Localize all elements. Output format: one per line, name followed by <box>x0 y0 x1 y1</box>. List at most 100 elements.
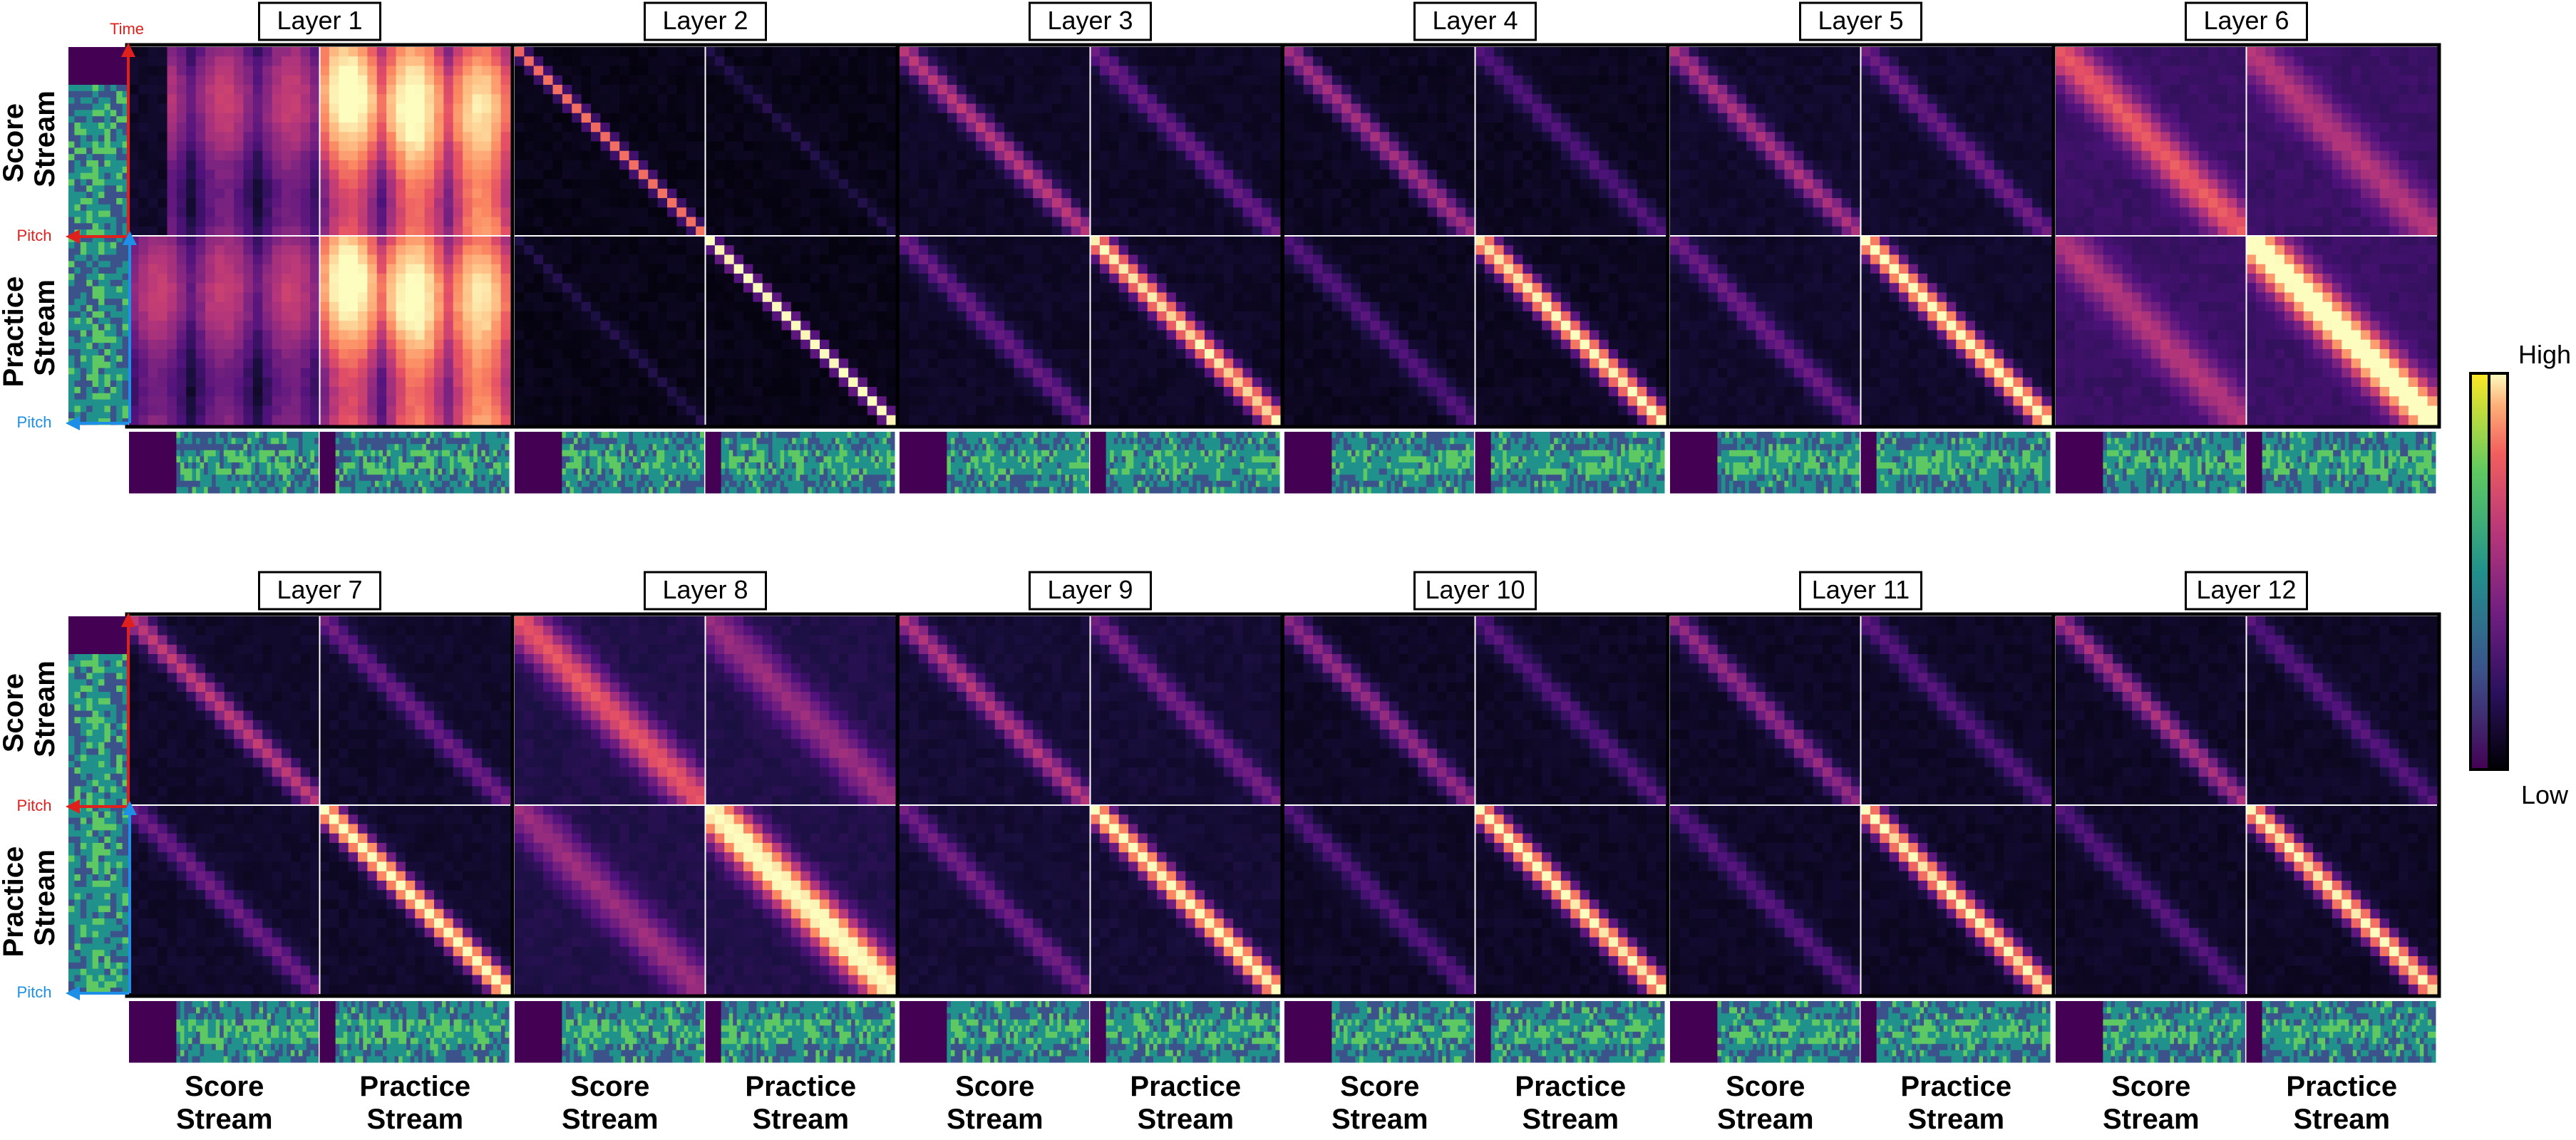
heatmap-cell <box>1014 85 1024 95</box>
heatmap-cell <box>791 331 801 341</box>
heatmap-cell <box>791 387 801 397</box>
heatmap-cell <box>619 104 629 114</box>
heatmap-cell <box>562 387 572 397</box>
heatmap-cell <box>553 358 563 368</box>
heatmap-cell <box>349 104 359 114</box>
heatmap-cell <box>582 255 592 265</box>
heatmap-cell <box>434 255 444 265</box>
heatmap-cell <box>425 264 435 274</box>
heatmap-cell <box>562 321 572 331</box>
heatmap-cell <box>301 349 311 359</box>
heatmap-cell <box>148 321 158 331</box>
heatmap-cell <box>753 113 763 123</box>
heatmap-cell <box>515 245 525 255</box>
heatmap-cell <box>648 66 658 76</box>
heatmap-cell <box>515 189 525 199</box>
heatmap-cell <box>186 151 196 161</box>
heatmap-cell <box>129 151 139 161</box>
heatmap-cell <box>867 85 877 95</box>
heatmap-cell <box>339 331 349 341</box>
spectrogram-strip <box>515 432 704 494</box>
heatmap-cell <box>244 321 254 331</box>
heatmap-cell <box>215 415 225 425</box>
heatmap-cell <box>463 321 473 331</box>
heatmap-cell <box>282 76 292 86</box>
heatmap-cell <box>524 302 534 312</box>
heatmap-cell <box>138 132 148 142</box>
heatmap-cell <box>572 198 582 208</box>
heatmap-cell <box>453 56 463 66</box>
heatmap-cell <box>543 217 553 227</box>
heatmap-cell <box>676 151 686 161</box>
heatmap-cell <box>186 66 196 76</box>
heatmap-cell <box>158 217 168 227</box>
heatmap-cell <box>928 132 938 142</box>
heatmap-cell <box>947 47 957 57</box>
heatmap-cell <box>619 293 629 303</box>
heatmap-cell <box>138 85 148 95</box>
heatmap-cell <box>148 170 158 180</box>
heatmap-cell <box>829 293 839 303</box>
heatmap-cell <box>791 160 801 170</box>
heatmap-cell <box>262 274 272 284</box>
heatmap-cell <box>582 321 592 331</box>
heatmap-cell <box>553 331 563 341</box>
heatmap-cell <box>473 396 483 406</box>
heatmap-cell <box>724 198 734 208</box>
heatmap-cell <box>310 387 320 397</box>
heatmap-cell <box>215 274 225 284</box>
heatmap-cell <box>491 349 501 359</box>
heatmap-cell <box>582 160 592 170</box>
heatmap-cell <box>848 368 858 378</box>
heatmap-cell <box>619 94 629 104</box>
heatmap-cell <box>543 142 553 152</box>
heatmap-cell <box>443 321 453 331</box>
heatmap-cell <box>772 415 782 425</box>
heatmap-cell <box>329 245 339 255</box>
heatmap-cell <box>1043 142 1053 152</box>
heatmap-cell <box>562 302 572 312</box>
heatmap-cell <box>686 151 696 161</box>
heatmap-cell <box>782 331 792 341</box>
heatmap-cell <box>367 264 377 274</box>
heatmap-cell <box>443 113 453 123</box>
heatmap-cell <box>976 113 986 123</box>
heatmap-cell <box>658 217 668 227</box>
heatmap-cell <box>473 132 483 142</box>
heatmap-cell <box>196 302 206 312</box>
heatmap-cell <box>909 198 919 208</box>
heatmap-cell <box>473 302 483 312</box>
heatmap-cell <box>406 245 416 255</box>
heatmap-cell <box>215 349 225 359</box>
heatmap-cell <box>543 349 553 359</box>
heatmap-cell <box>995 217 1005 227</box>
heatmap-cell <box>291 76 301 86</box>
heatmap-cell <box>1081 198 1091 208</box>
heatmap-cell <box>743 207 753 217</box>
heatmap-cell <box>129 207 139 217</box>
heatmap-cell <box>168 142 177 152</box>
heatmap-cell <box>743 293 753 303</box>
heatmap-cell <box>272 180 282 190</box>
heatmap-cell <box>1138 47 1148 57</box>
heatmap-cell <box>1014 170 1024 180</box>
heatmap-cell <box>763 255 773 265</box>
heatmap-cell <box>848 331 858 341</box>
heatmap-cell <box>800 94 810 104</box>
heatmap-cell <box>734 415 744 425</box>
heatmap-cell <box>724 160 734 170</box>
heatmap-cell <box>262 331 272 341</box>
heatmap-cell <box>629 349 639 359</box>
heatmap-cell <box>349 85 359 95</box>
heatmap-cell <box>724 236 734 246</box>
heatmap-cell <box>706 56 716 66</box>
heatmap-cell <box>215 236 225 246</box>
heatmap-cell <box>1033 123 1043 133</box>
heatmap-cell <box>800 236 810 246</box>
heatmap-cell <box>763 180 773 190</box>
heatmap-cell <box>349 207 359 217</box>
heatmap-cell <box>396 255 406 265</box>
heatmap-cell <box>386 104 396 114</box>
heatmap-cell <box>791 311 801 321</box>
heatmap-cell <box>262 198 272 208</box>
